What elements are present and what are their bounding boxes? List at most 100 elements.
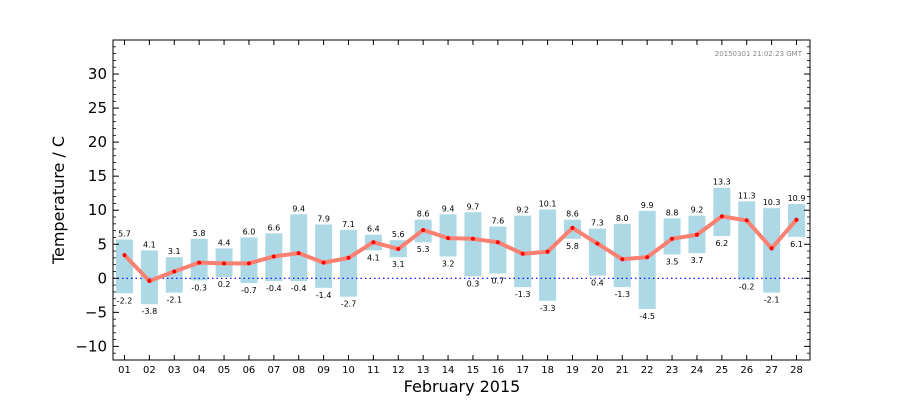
min-label-04: -0.3	[191, 283, 207, 292]
max-label-01: 5.7	[118, 229, 131, 238]
y-tick-label: 30	[88, 65, 107, 83]
range-bar-01	[116, 239, 133, 294]
x-tick-label-07: 07	[267, 365, 280, 376]
mean-point-02	[147, 279, 152, 284]
min-label-23: 3.5	[666, 257, 679, 266]
mean-point-26	[744, 218, 749, 223]
mean-point-22	[645, 255, 650, 260]
range-bar-20	[588, 228, 606, 276]
x-tick-label-12: 12	[392, 365, 405, 376]
mean-point-14	[446, 236, 451, 241]
max-label-25: 13.3	[713, 178, 731, 187]
max-label-02: 4.1	[143, 240, 156, 249]
x-tick-label-11: 11	[367, 365, 380, 376]
x-tick-label-23: 23	[666, 365, 679, 376]
x-axis-label: February 2015	[404, 377, 521, 396]
min-label-09: -1.4	[316, 291, 332, 300]
min-label-02: -3.8	[142, 307, 158, 316]
x-tick-label-03: 03	[168, 365, 181, 376]
mean-point-11	[371, 240, 376, 245]
min-label-05: 0.2	[218, 280, 231, 289]
min-label-21: -1.3	[614, 290, 630, 299]
min-label-19: 5.8	[566, 242, 579, 251]
max-label-18: 10.1	[539, 200, 557, 209]
min-label-10: -2.7	[341, 300, 357, 309]
min-label-03: -2.1	[166, 296, 182, 305]
max-label-14: 9.4	[442, 204, 455, 213]
min-label-12: 3.1	[392, 260, 405, 269]
range-bar-04	[190, 238, 208, 281]
range-bar-06	[240, 237, 258, 284]
range-bar-27	[763, 208, 781, 293]
range-bar-02	[140, 250, 158, 305]
mean-point-21	[620, 257, 625, 262]
y-tick-label: 15	[88, 167, 107, 185]
mean-point-04	[197, 260, 202, 265]
x-tick-label-26: 26	[740, 365, 753, 376]
mean-point-06	[246, 261, 251, 266]
mean-point-03	[172, 269, 177, 274]
mean-point-05	[222, 261, 227, 266]
min-label-08: -0.4	[291, 284, 307, 293]
plot-area	[113, 40, 810, 360]
mean-point-10	[346, 255, 351, 260]
x-tick-label-20: 20	[591, 365, 604, 376]
y-tick-label: 5	[97, 235, 107, 253]
min-label-26: -0.2	[739, 283, 755, 292]
max-label-11: 6.4	[367, 225, 380, 234]
max-label-03: 3.1	[168, 247, 181, 256]
max-label-04: 5.8	[193, 229, 206, 238]
y-tick-label: 25	[88, 99, 107, 117]
range-bar-26	[738, 201, 756, 280]
x-tick-label-18: 18	[541, 365, 554, 376]
min-label-07: -0.4	[266, 284, 282, 293]
x-tick-label-10: 10	[342, 365, 355, 376]
x-tick-label-05: 05	[218, 365, 231, 376]
max-label-13: 8.6	[417, 210, 430, 219]
x-tick-label-01: 01	[118, 365, 131, 376]
x-tick-label-28: 28	[790, 365, 803, 376]
mean-point-18	[545, 249, 550, 254]
max-label-09: 7.9	[317, 215, 330, 224]
min-label-24: 3.7	[691, 256, 704, 265]
range-bar-09	[315, 224, 333, 288]
timestamp-label: 20150301 21:02:23 GMT	[715, 50, 803, 58]
max-label-28: 10.9	[788, 194, 806, 203]
mean-point-16	[495, 240, 500, 245]
min-label-17: -1.3	[515, 290, 531, 299]
mean-point-12	[396, 247, 401, 252]
x-tick-label-06: 06	[243, 365, 256, 376]
y-tick-label: 0	[97, 269, 107, 287]
max-label-05: 4.4	[218, 238, 231, 247]
min-label-06: -0.7	[241, 286, 257, 295]
mean-temperature-line	[122, 214, 799, 284]
mean-point-17	[520, 251, 525, 256]
mean-line-layer	[122, 214, 799, 284]
y-tick-label: −5	[85, 303, 107, 321]
x-tick-label-16: 16	[491, 365, 504, 376]
mean-point-28	[794, 217, 799, 222]
min-label-28: 6.1	[790, 240, 803, 249]
x-tick-label-14: 14	[442, 365, 455, 376]
min-label-14: 3.2	[442, 260, 455, 269]
max-label-07: 6.6	[267, 223, 280, 232]
range-bar-23	[663, 218, 681, 255]
mean-point-23	[670, 236, 675, 241]
y-axis-label: Temperature / C	[49, 136, 68, 265]
y-tick-label: 20	[88, 133, 107, 151]
max-label-06: 6.0	[243, 227, 256, 236]
max-label-24: 9.2	[691, 206, 704, 215]
range-bar-10	[340, 229, 357, 297]
x-tick-label-08: 08	[292, 365, 305, 376]
range-bar-14	[439, 214, 457, 257]
max-label-19: 8.6	[566, 210, 579, 219]
min-label-01: -2.2	[117, 296, 133, 305]
y-tick-label: −10	[75, 337, 107, 355]
y-tick-label: 10	[88, 201, 107, 219]
x-tick-label-09: 09	[317, 365, 330, 376]
x-tick-label-17: 17	[516, 365, 529, 376]
max-label-21: 8.0	[616, 214, 629, 223]
x-tick-label-15: 15	[467, 365, 480, 376]
